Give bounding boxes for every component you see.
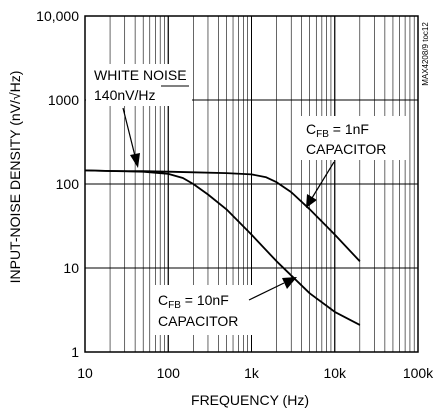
cfb-10nf-sub: FB	[168, 300, 181, 311]
y-tick-label: 1000	[48, 92, 79, 108]
white-noise-label-bg	[86, 64, 192, 106]
x-tick-label: 10	[77, 365, 93, 381]
y-tick-label: 100	[56, 176, 80, 192]
x-tick-label: 1k	[244, 365, 260, 381]
x-tick-labels: 10 100 1k 10k 100k	[77, 365, 434, 381]
x-axis-title: FREQUENCY (Hz)	[191, 392, 309, 408]
cfb-10nf-c: C	[158, 292, 168, 308]
x-tick-label: 10k	[323, 365, 347, 381]
y-tick-label: 10,000	[36, 8, 79, 24]
cfb-1nf-sub: FB	[316, 129, 329, 140]
side-label-bg	[419, 16, 430, 92]
cfb-10nf-label-line2: CAPACITOR	[158, 313, 238, 329]
cfb-1nf-label-line1: CFB = 1nF	[306, 121, 369, 140]
cfb-1nf-value: = 1nF	[329, 121, 369, 137]
arrow-white-noise	[122, 107, 140, 168]
side-label: MAX4208/9 toc12	[421, 22, 430, 86]
white-noise-label-line2: 140nV/Hz	[94, 87, 155, 103]
cfb-1nf-c: C	[306, 121, 316, 137]
cfb-1nf-label-bg	[301, 116, 409, 160]
arrow-cfb-1nf	[306, 161, 335, 208]
white-noise-label-line1: WHITE NOISE	[94, 67, 187, 83]
series-line-cfb-10nf	[84, 169, 361, 326]
cfb-10nf-label-line1: CFB = 10nF	[158, 292, 229, 311]
y-tick-label: 10	[63, 260, 79, 276]
plot-frame	[84, 15, 419, 353]
cfb-10nf-value: = 10nF	[181, 292, 229, 308]
x-tick-label: 100k	[403, 365, 434, 381]
curves	[84, 169, 361, 326]
y-axis-title: INPUT-NOISE DENSITY (nV/√Hz)	[7, 71, 23, 284]
y-tick-labels: 1 10 100 1000 10,000	[36, 8, 79, 360]
x-tick-label: 100	[157, 365, 181, 381]
cfb-10nf-label-bg	[153, 285, 257, 335]
cfb-1nf-label-line2: CAPACITOR	[306, 141, 386, 157]
y-tick-label: 1	[71, 344, 79, 360]
arrow-cfb-10nf	[248, 277, 297, 301]
